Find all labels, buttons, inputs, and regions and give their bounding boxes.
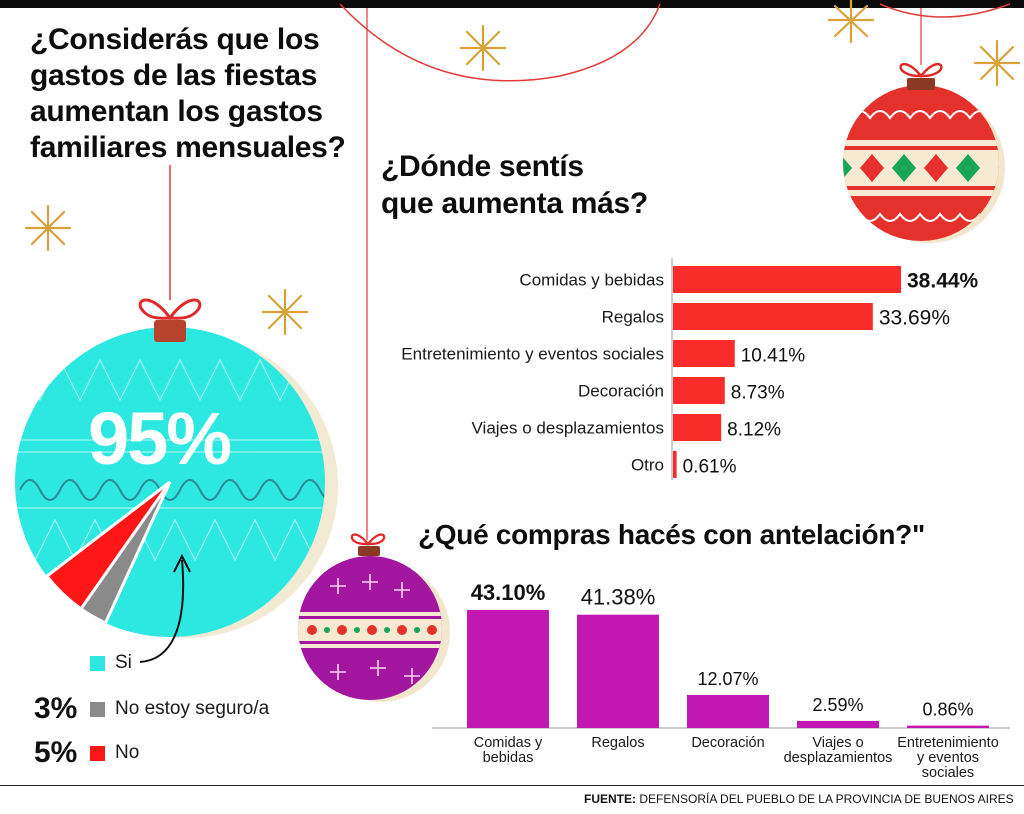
- hbar-value-label: 8.73%: [731, 383, 785, 404]
- hbar-value-label: 33.69%: [879, 307, 950, 330]
- legend-swatch: [90, 655, 105, 671]
- vbar: [907, 725, 989, 728]
- hbar-value-label: 8.12%: [727, 420, 781, 441]
- garland-line: [339, 3, 661, 82]
- legend-swatch: [90, 701, 105, 717]
- legend-label: Si: [115, 652, 132, 673]
- vbar-value-label: 43.10%: [471, 580, 546, 605]
- legend-label: No estoy seguro/a: [115, 698, 270, 719]
- vbar-value-label: 12.07%: [697, 669, 758, 689]
- legend-item-si: Si: [34, 652, 132, 674]
- legend-item-no: 5% No: [34, 736, 139, 770]
- question-title-2: ¿Dónde sentís que aumenta más?: [381, 150, 648, 220]
- hbar-category-label: Decoración: [578, 382, 664, 401]
- legend-swatch: [90, 745, 105, 761]
- hbar-value-label: 38.44%: [907, 270, 979, 293]
- top-bar: [0, 0, 1024, 8]
- arrow-icon: [139, 559, 185, 663]
- source-label: FUENTE:: [584, 792, 636, 806]
- vbar-value-label: 2.59%: [812, 695, 863, 715]
- hbar: [673, 303, 873, 330]
- garland-line: [879, 3, 1011, 18]
- source-note: FUENTE: DEFENSORÍA DEL PUEBLO DE LA PROV…: [584, 792, 1014, 806]
- hbar-category-label: Viajes o desplazamientos: [472, 419, 664, 438]
- vbar-value-label: 41.38%: [581, 585, 656, 610]
- legend-value: 5%: [34, 736, 78, 769]
- star-icon: [24, 0, 1021, 336]
- arrow-head-icon: [173, 553, 191, 573]
- hbar-value-label: 10.41%: [741, 346, 806, 367]
- vbar: [577, 614, 659, 728]
- pie-center-label: 95%: [88, 397, 232, 480]
- hbar: [673, 340, 735, 367]
- legend-label: No: [115, 742, 140, 763]
- footer-rule: [0, 785, 1024, 786]
- hbar-category-label: Entretenimiento y eventos sociales: [401, 345, 664, 364]
- vbar: [797, 720, 879, 728]
- hbar: [673, 266, 901, 293]
- pie-slice: [44, 480, 172, 611]
- vbar: [687, 694, 769, 728]
- hbar-category-label: Comidas y bebidas: [519, 271, 664, 290]
- hbar-value-label: 0.61%: [683, 457, 737, 478]
- vbar-category-label: Regalos: [591, 735, 644, 751]
- question-title-1: ¿Considerás que los gastos de las fiesta…: [30, 23, 346, 164]
- hbar: [673, 414, 722, 441]
- vbar-category-label: Viajes o desplazamientos: [784, 735, 893, 766]
- vbar-category-label: Entretenimiento y eventos sociales: [897, 735, 999, 781]
- question-title-3: ¿Qué compras hacés con antelación?": [418, 519, 925, 550]
- legend-value: 3%: [34, 692, 78, 725]
- vbar: [467, 610, 549, 728]
- horizontal-bar-chart: Comidas y bebidas 38.44% Regalos 33.69% Entr…: [401, 258, 979, 480]
- pie-chart: [44, 480, 172, 625]
- vbar-category-label: Decoración: [691, 735, 764, 751]
- hbar-category-label: Regalos: [602, 308, 664, 327]
- purple-ornament: [298, 533, 450, 702]
- legend-item-no-seguro: 3% No estoy seguro/a: [34, 692, 269, 726]
- hbar: [673, 377, 725, 404]
- hbar-category-label: Otro: [631, 456, 664, 475]
- red-ornament: [843, 63, 1005, 243]
- vbar-value-label: 0.86%: [922, 700, 973, 720]
- vertical-bar-chart: 43.10% Comidas y bebidas 41.38% Regalos 12.07…: [432, 580, 1010, 781]
- vbar-category-label: Comidas y bebidas: [474, 735, 543, 766]
- hbar: [673, 451, 677, 478]
- source-text: DEFENSORÍA DEL PUEBLO DE LA PROVINCIA DE…: [639, 792, 1014, 806]
